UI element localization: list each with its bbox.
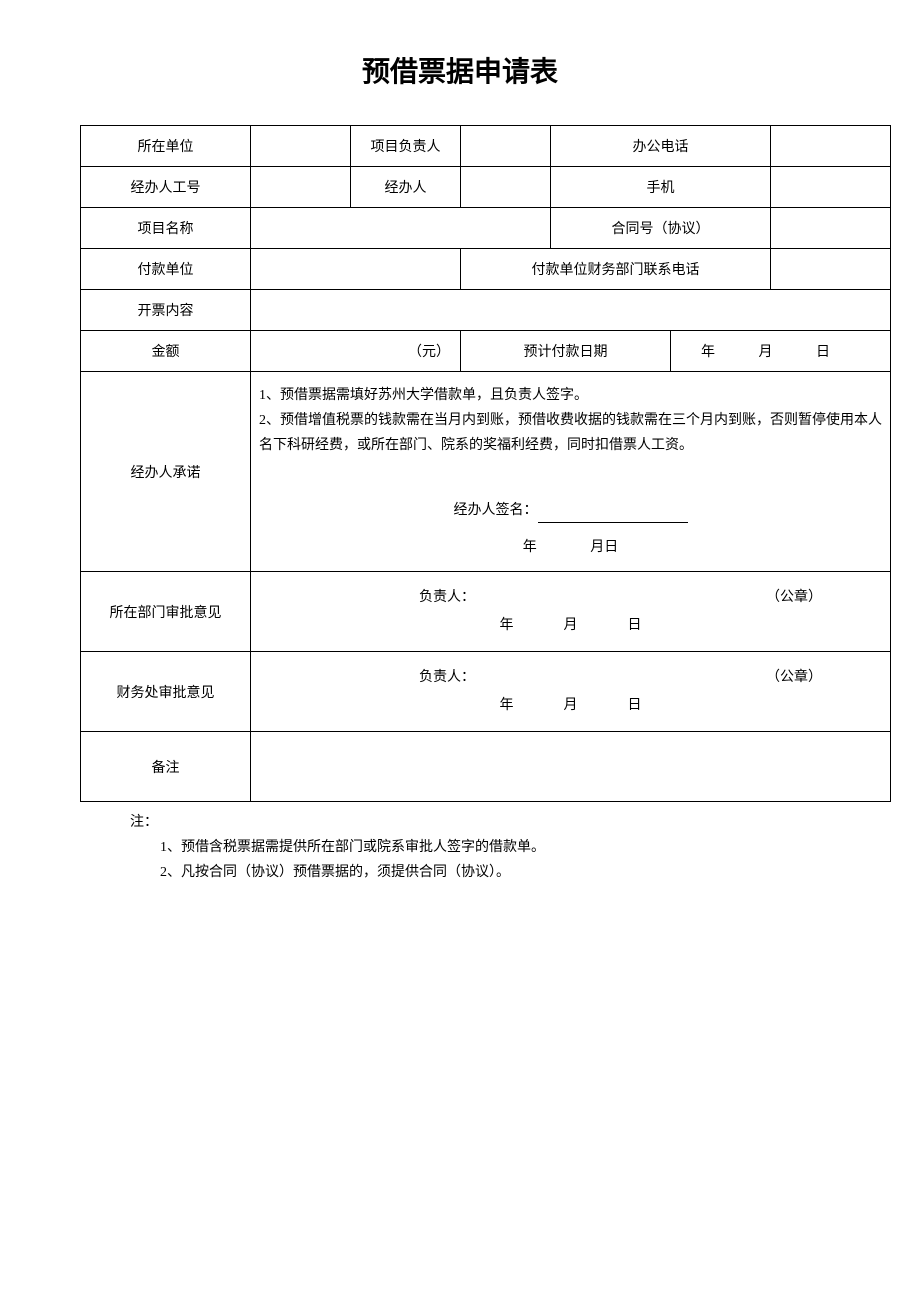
promise-date[interactable]: 年 月日	[259, 535, 882, 560]
footnote-2: 2、凡按合同（协议）预借票据的，须提供合同（协议）。	[160, 860, 840, 885]
promise-content: 1、预借票据需填好苏州大学借款单，且负责人签字。 2、预借增值税票的钱款需在当月…	[251, 372, 891, 572]
label-dept-approval: 所在部门审批意见	[81, 572, 251, 652]
label-project-leader: 项目负责人	[351, 126, 461, 167]
footnote-1: 1、预借含税票据需提供所在部门或院系审批人签字的借款单。	[160, 835, 840, 860]
label-amount: 金额	[81, 331, 251, 372]
date-day-label: 日	[816, 345, 830, 360]
input-remark[interactable]	[251, 732, 891, 802]
input-project-name[interactable]	[251, 208, 551, 249]
input-payer-unit[interactable]	[251, 249, 461, 290]
promise-line-1: 1、预借票据需填好苏州大学借款单，且负责人签字。	[259, 383, 882, 408]
date-year-label: 年	[701, 345, 715, 360]
label-contract-no: 合同号（协议）	[551, 208, 771, 249]
input-agent-id[interactable]	[251, 167, 351, 208]
promise-monthday-label: 月日	[590, 540, 618, 555]
row-finance-approval: 财务处审批意见 负责人： （公章） 年 月 日	[81, 652, 891, 732]
label-remark: 备注	[81, 732, 251, 802]
agent-signature-line[interactable]: 经办人签名：	[259, 498, 882, 523]
input-invoice-content[interactable]	[251, 290, 891, 331]
form-table: 所在单位 项目负责人 办公电话 经办人工号 经办人 手机 项目名称 合同号（协议…	[80, 125, 891, 802]
row-amount: 金额 （元） 预计付款日期 年 月 日	[81, 331, 891, 372]
page-title: 预借票据申请表	[80, 50, 840, 90]
dept-responsible-label: 负责人：	[419, 584, 475, 612]
label-mobile: 手机	[551, 167, 771, 208]
dept-year-label: 年	[500, 612, 514, 640]
finance-approval-content[interactable]: 负责人： （公章） 年 月 日	[251, 652, 891, 732]
row-payer: 付款单位 付款单位财务部门联系电话	[81, 249, 891, 290]
footnotes: 注： 1、预借含税票据需提供所在部门或院系审批人签字的借款单。 2、凡按合同（协…	[130, 810, 840, 886]
input-unit[interactable]	[251, 126, 351, 167]
signature-underline	[538, 509, 688, 523]
row-project: 项目名称 合同号（协议）	[81, 208, 891, 249]
date-month-label: 月	[759, 345, 773, 360]
input-project-leader[interactable]	[461, 126, 551, 167]
label-payer-finance-phone: 付款单位财务部门联系电话	[461, 249, 771, 290]
finance-year-label: 年	[500, 692, 514, 720]
label-expected-pay-date: 预计付款日期	[461, 331, 671, 372]
label-agent-sign: 经办人签名：	[454, 503, 538, 518]
label-invoice-content: 开票内容	[81, 290, 251, 331]
row-agent: 经办人工号 经办人 手机	[81, 167, 891, 208]
finance-seal-label: （公章）	[766, 664, 822, 692]
yuan-unit: （元）	[408, 345, 450, 360]
row-promise: 经办人承诺 1、预借票据需填好苏州大学借款单，且负责人签字。 2、预借增值税票的…	[81, 372, 891, 572]
footnote-header: 注：	[130, 810, 840, 835]
label-payer-unit: 付款单位	[81, 249, 251, 290]
promise-year-label: 年	[523, 540, 537, 555]
dept-month-label: 月	[564, 612, 578, 640]
promise-line-2: 2、预借增值税票的钱款需在当月内到账，预借收费收据的钱款需在三个月内到账，否则暂…	[259, 408, 882, 458]
input-mobile[interactable]	[771, 167, 891, 208]
row-invoice-content: 开票内容	[81, 290, 891, 331]
input-agent[interactable]	[461, 167, 551, 208]
input-office-phone[interactable]	[771, 126, 891, 167]
finance-responsible-label: 负责人：	[419, 664, 475, 692]
dept-seal-label: （公章）	[766, 584, 822, 612]
row-remark: 备注	[81, 732, 891, 802]
input-payer-finance-phone[interactable]	[771, 249, 891, 290]
label-finance-approval: 财务处审批意见	[81, 652, 251, 732]
input-contract-no[interactable]	[771, 208, 891, 249]
label-agent: 经办人	[351, 167, 461, 208]
finance-month-label: 月	[564, 692, 578, 720]
label-agent-promise: 经办人承诺	[81, 372, 251, 572]
label-unit: 所在单位	[81, 126, 251, 167]
label-office-phone: 办公电话	[551, 126, 771, 167]
finance-day-label: 日	[628, 692, 642, 720]
row-unit: 所在单位 项目负责人 办公电话	[81, 126, 891, 167]
input-expected-pay-date[interactable]: 年 月 日	[671, 331, 891, 372]
dept-day-label: 日	[628, 612, 642, 640]
label-project-name: 项目名称	[81, 208, 251, 249]
label-agent-id: 经办人工号	[81, 167, 251, 208]
row-dept-approval: 所在部门审批意见 负责人： （公章） 年 月 日	[81, 572, 891, 652]
dept-approval-content[interactable]: 负责人： （公章） 年 月 日	[251, 572, 891, 652]
input-amount[interactable]: （元）	[251, 331, 461, 372]
